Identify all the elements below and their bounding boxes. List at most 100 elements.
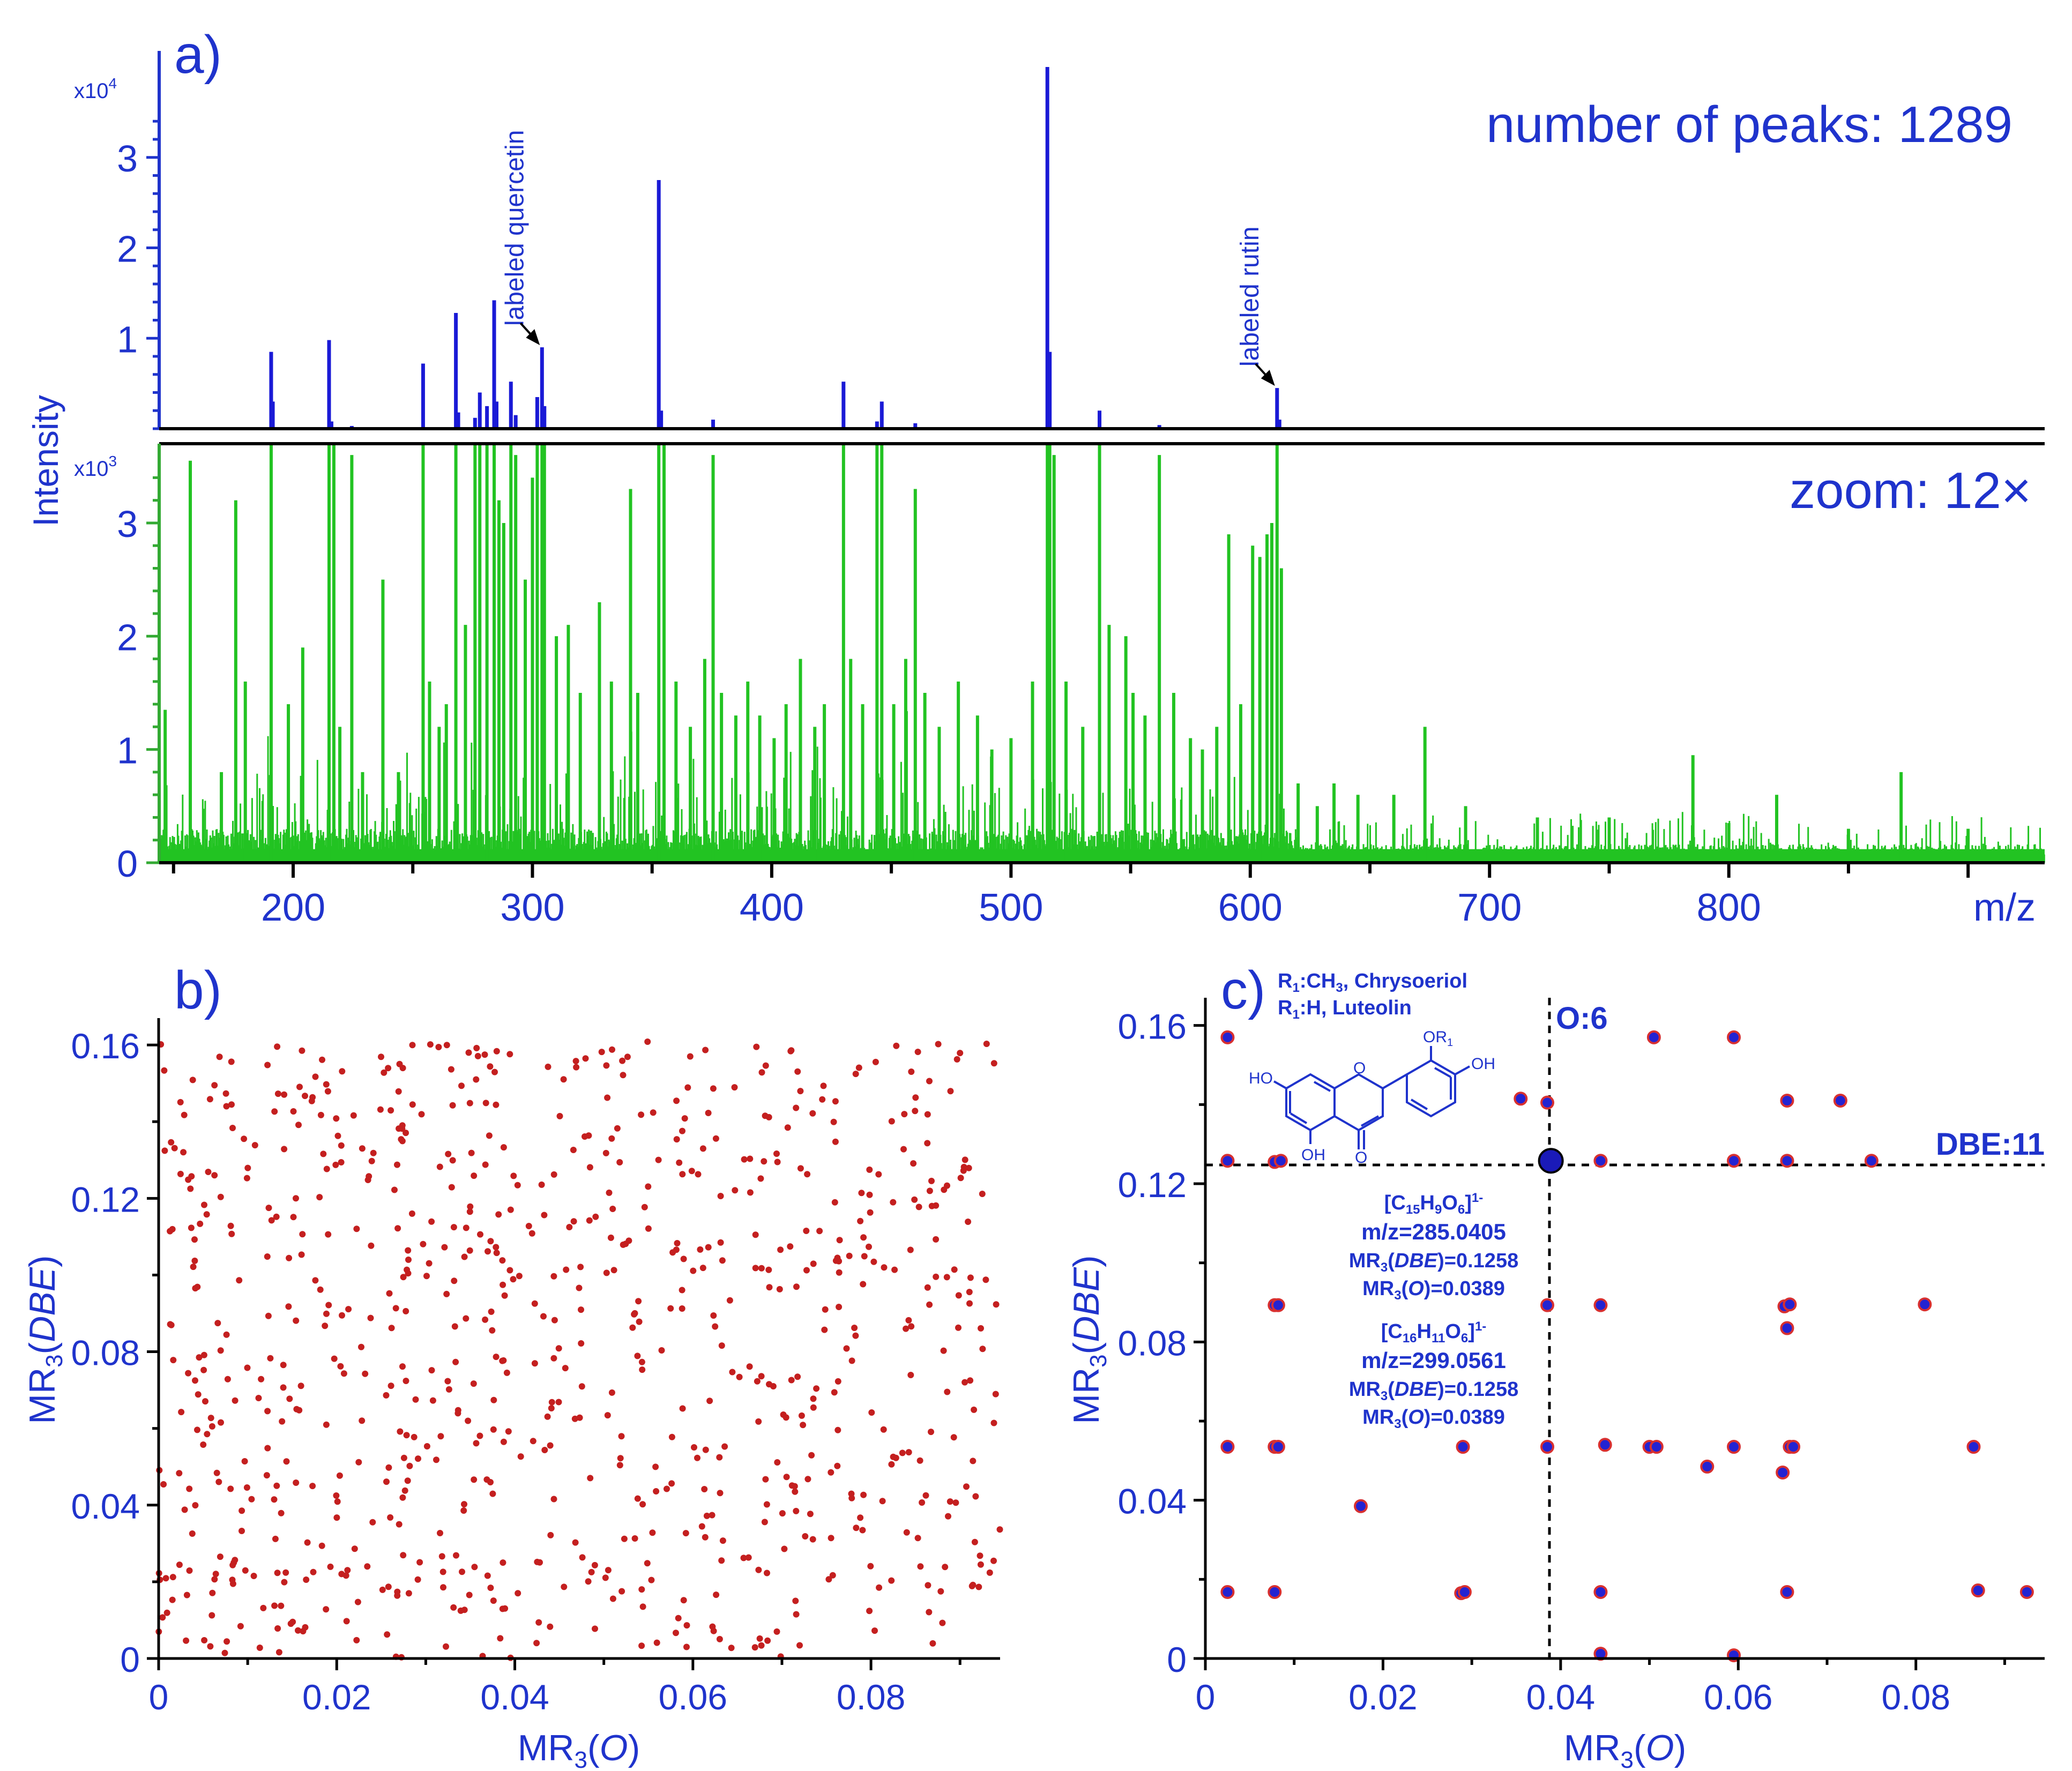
b-point [868,1409,875,1416]
b-point [638,1358,645,1365]
y-tick-label: 0.08 [1118,1323,1187,1363]
b-point [758,1069,765,1076]
b-point [487,1585,494,1591]
b-point [679,1127,685,1134]
b-point [899,1449,906,1456]
b-point [525,1223,532,1229]
b-point [530,1438,536,1445]
b-point [449,1102,456,1109]
b-point [241,1135,248,1142]
b-point [577,1264,584,1271]
b-point [473,1440,480,1447]
b-point [907,1372,914,1378]
b-point [968,1582,975,1589]
b-point [706,1398,713,1404]
b-point [585,1578,592,1585]
b-point [222,1090,229,1097]
b-point [788,1047,795,1054]
b-point [260,1604,267,1611]
c-scatter-points [1220,1030,2034,1663]
b-point [674,1240,681,1246]
b-point [506,1051,513,1058]
b-point [716,1454,723,1461]
b-point [223,1103,230,1110]
info-block-chrysoeriol: [C16H11O6]1- m/z=299.0561 MR3(DBE)=0.125… [1349,1319,1518,1431]
b-point [493,1250,500,1257]
b-point [917,1563,924,1570]
b-point [681,1115,688,1122]
b-point [829,1572,836,1579]
a-x-tick-label: 800 [1697,886,1761,929]
b-point [299,1231,306,1238]
b-point [634,1495,641,1502]
y-tick-label: 0 [1167,1640,1187,1679]
b-point [928,1429,934,1436]
b-point [443,1290,450,1297]
b-point [843,1345,850,1352]
c-point [1786,1439,1801,1454]
b-point [418,1111,425,1118]
b-point [493,1244,500,1251]
b-point [466,1247,473,1254]
b-point [497,1635,504,1642]
b-point [586,1164,593,1171]
b-point [926,1187,933,1194]
b-point [268,1217,275,1224]
upper-multiplier: x104 [74,75,117,103]
b-point [928,1202,935,1209]
b-point [337,1363,344,1370]
b-point [325,1302,332,1309]
b-point [644,1038,651,1045]
b-point [782,1414,789,1421]
x-axis-label-a: m/z [1973,886,2036,929]
b-point [533,1640,540,1647]
b-point [395,1088,402,1095]
b-point [687,1053,694,1060]
b-point [971,1538,978,1545]
label-or1-sub: 1 [1447,1037,1453,1049]
b-point [339,1312,345,1319]
b-point [237,1623,244,1630]
b-point [922,1492,929,1499]
legend1-tail: , Chrysoeriol [1343,970,1467,992]
a-x-tick-label: 400 [740,886,804,929]
b-point [241,1458,248,1464]
b-point [482,1100,489,1107]
c-point [1273,1154,1288,1168]
b-point [515,1590,521,1597]
peak-count-annotation: number of peaks: 1289 [1486,96,2013,153]
lower-y-tick-label: 0 [117,843,138,885]
c-point [1833,1093,1847,1108]
b-point [404,1477,411,1484]
b-point [793,1507,800,1514]
b-point [202,1398,208,1405]
b-point [858,1190,865,1197]
b-point [866,1243,872,1250]
b-point [216,1053,223,1060]
x-tick-label: 0.04 [1526,1677,1595,1717]
b-point [653,1488,660,1494]
b-point [296,1083,303,1090]
b-point [851,1325,858,1331]
b-point [682,1530,689,1537]
b-point [907,1246,914,1253]
annotation-arrow-head [1261,370,1275,386]
b-point [500,1281,506,1288]
b-point [200,1366,207,1373]
c-point [1780,1093,1794,1108]
b-point [207,1643,214,1650]
b-point [224,1376,231,1383]
c-point [1783,1297,1797,1312]
b-point [684,1084,691,1091]
b-point [488,1308,495,1315]
b-point [620,1072,627,1079]
b-point [358,1343,364,1350]
b-point [822,1306,829,1313]
b-point [983,1041,990,1047]
b-point [293,1317,300,1324]
b-point [400,1552,407,1559]
b-point [629,1324,636,1331]
b-point [880,1426,887,1433]
b-point [717,1193,724,1199]
b-scatter-points [155,1038,1003,1661]
